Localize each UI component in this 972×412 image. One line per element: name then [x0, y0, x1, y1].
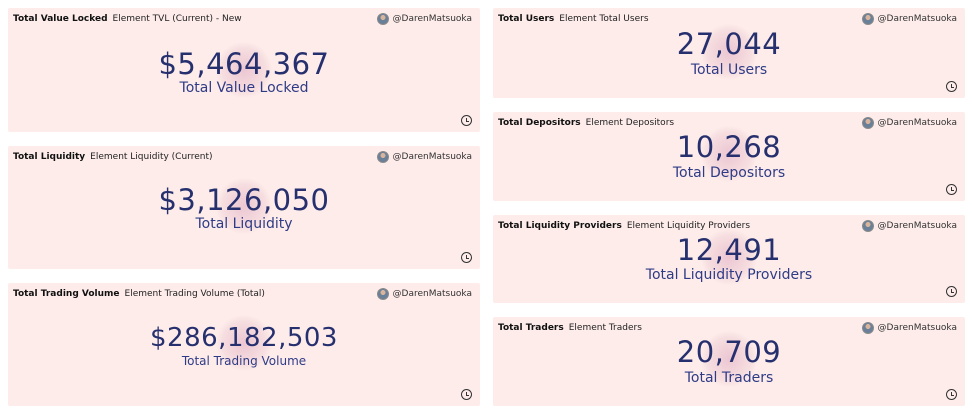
metric-value: 10,268 — [676, 130, 782, 164]
card-subtitle[interactable]: Element Total Users — [559, 14, 649, 24]
card-subtitle[interactable]: Element Trading Volume (Total) — [124, 289, 265, 299]
card-title[interactable]: Total Value Locked — [13, 14, 108, 24]
author-name[interactable]: @DarenMatsuoka — [877, 323, 957, 333]
card-title[interactable]: Total Trading Volume — [13, 289, 120, 299]
card-header: Total Traders Element Traders — [498, 323, 642, 333]
metric-label: Total Trading Volume — [181, 354, 307, 368]
card-total-traders[interactable]: Total Traders Element Traders @DarenMatsu… — [493, 317, 965, 406]
clock-icon[interactable] — [946, 389, 957, 400]
author-link[interactable]: @DarenMatsuoka — [861, 117, 957, 129]
author-name[interactable]: @DarenMatsuoka — [392, 152, 472, 162]
clock-icon[interactable] — [946, 286, 957, 297]
clock-icon[interactable] — [461, 252, 472, 263]
glow-decoration — [216, 315, 272, 371]
card-total-users[interactable]: Total Users Element Total Users @DarenMat… — [493, 8, 965, 98]
avatar — [376, 151, 389, 163]
metric-label: Total Users — [690, 62, 768, 78]
author-link[interactable]: @DarenMatsuoka — [861, 220, 957, 232]
metric-value: $3,126,050 — [158, 183, 330, 217]
card-subtitle[interactable]: Element TVL (Current) - New — [112, 14, 242, 24]
metric-label: Total Value Locked — [179, 80, 309, 96]
author-link[interactable]: @DarenMatsuoka — [376, 151, 472, 163]
metric-value: $5,464,367 — [158, 47, 330, 81]
author-link[interactable]: @DarenMatsuoka — [376, 13, 472, 25]
glow-decoration — [216, 178, 272, 234]
author-link[interactable]: @DarenMatsuoka — [376, 288, 472, 300]
card-header: Total Trading Volume Element Trading Volu… — [13, 289, 265, 299]
glow-decoration — [216, 42, 272, 98]
metric-label: Total Traders — [684, 370, 774, 386]
avatar — [861, 117, 874, 129]
card-subtitle[interactable]: Element Liquidity (Current) — [90, 152, 213, 162]
metric-value: 27,044 — [676, 27, 782, 61]
metric-value: 12,491 — [676, 233, 782, 267]
metric-label: Total Liquidity — [195, 216, 293, 232]
card-title[interactable]: Total Liquidity — [13, 152, 86, 162]
clock-icon[interactable] — [946, 184, 957, 195]
avatar — [861, 13, 874, 25]
metric-value: 20,709 — [676, 335, 782, 369]
clock-icon[interactable] — [946, 81, 957, 92]
card-header: Total Value Locked Element TVL (Current) … — [13, 14, 242, 24]
card-title[interactable]: Total Traders — [498, 323, 564, 333]
glow-decoration — [701, 24, 757, 80]
metric-label: Total Liquidity Providers — [645, 267, 813, 283]
card-title[interactable]: Total Depositors — [498, 118, 581, 128]
avatar — [861, 220, 874, 232]
glow-decoration — [701, 229, 757, 285]
author-name[interactable]: @DarenMatsuoka — [392, 14, 472, 24]
card-header: Total Liquidity Element Liquidity (Curren… — [13, 152, 212, 162]
card-total-liquidity[interactable]: Total Liquidity Element Liquidity (Curren… — [8, 146, 480, 269]
card-subtitle[interactable]: Element Depositors — [585, 118, 675, 128]
avatar — [861, 322, 874, 334]
metric-value: $286,182,503 — [150, 323, 338, 353]
author-name[interactable]: @DarenMatsuoka — [877, 118, 957, 128]
card-header: Total Users Element Total Users — [498, 14, 649, 24]
author-name[interactable]: @DarenMatsuoka — [392, 289, 472, 299]
clock-icon[interactable] — [461, 115, 472, 126]
card-total-depositors[interactable]: Total Depositors Element Depositors @Dare… — [493, 112, 965, 201]
card-header: Total Depositors Element Depositors — [498, 118, 674, 128]
card-header: Total Liquidity Providers Element Liquidi… — [498, 221, 750, 231]
author-link[interactable]: @DarenMatsuoka — [861, 13, 957, 25]
card-title[interactable]: Total Users — [498, 14, 555, 24]
glow-decoration — [701, 126, 757, 182]
card-subtitle[interactable]: Element Liquidity Providers — [626, 221, 751, 231]
card-total-trading-volume[interactable]: Total Trading Volume Element Trading Volu… — [8, 283, 480, 406]
avatar — [376, 288, 389, 300]
card-total-value-locked[interactable]: Total Value Locked Element TVL (Current) … — [8, 8, 480, 132]
card-title[interactable]: Total Liquidity Providers — [498, 221, 622, 231]
card-total-liquidity-providers[interactable]: Total Liquidity Providers Element Liquidi… — [493, 215, 965, 303]
avatar — [376, 13, 389, 25]
card-subtitle[interactable]: Element Traders — [568, 323, 642, 333]
clock-icon[interactable] — [461, 389, 472, 400]
glow-decoration — [701, 331, 757, 387]
author-name[interactable]: @DarenMatsuoka — [877, 14, 957, 24]
author-link[interactable]: @DarenMatsuoka — [861, 322, 957, 334]
author-name[interactable]: @DarenMatsuoka — [877, 221, 957, 231]
metric-label: Total Depositors — [672, 165, 786, 181]
